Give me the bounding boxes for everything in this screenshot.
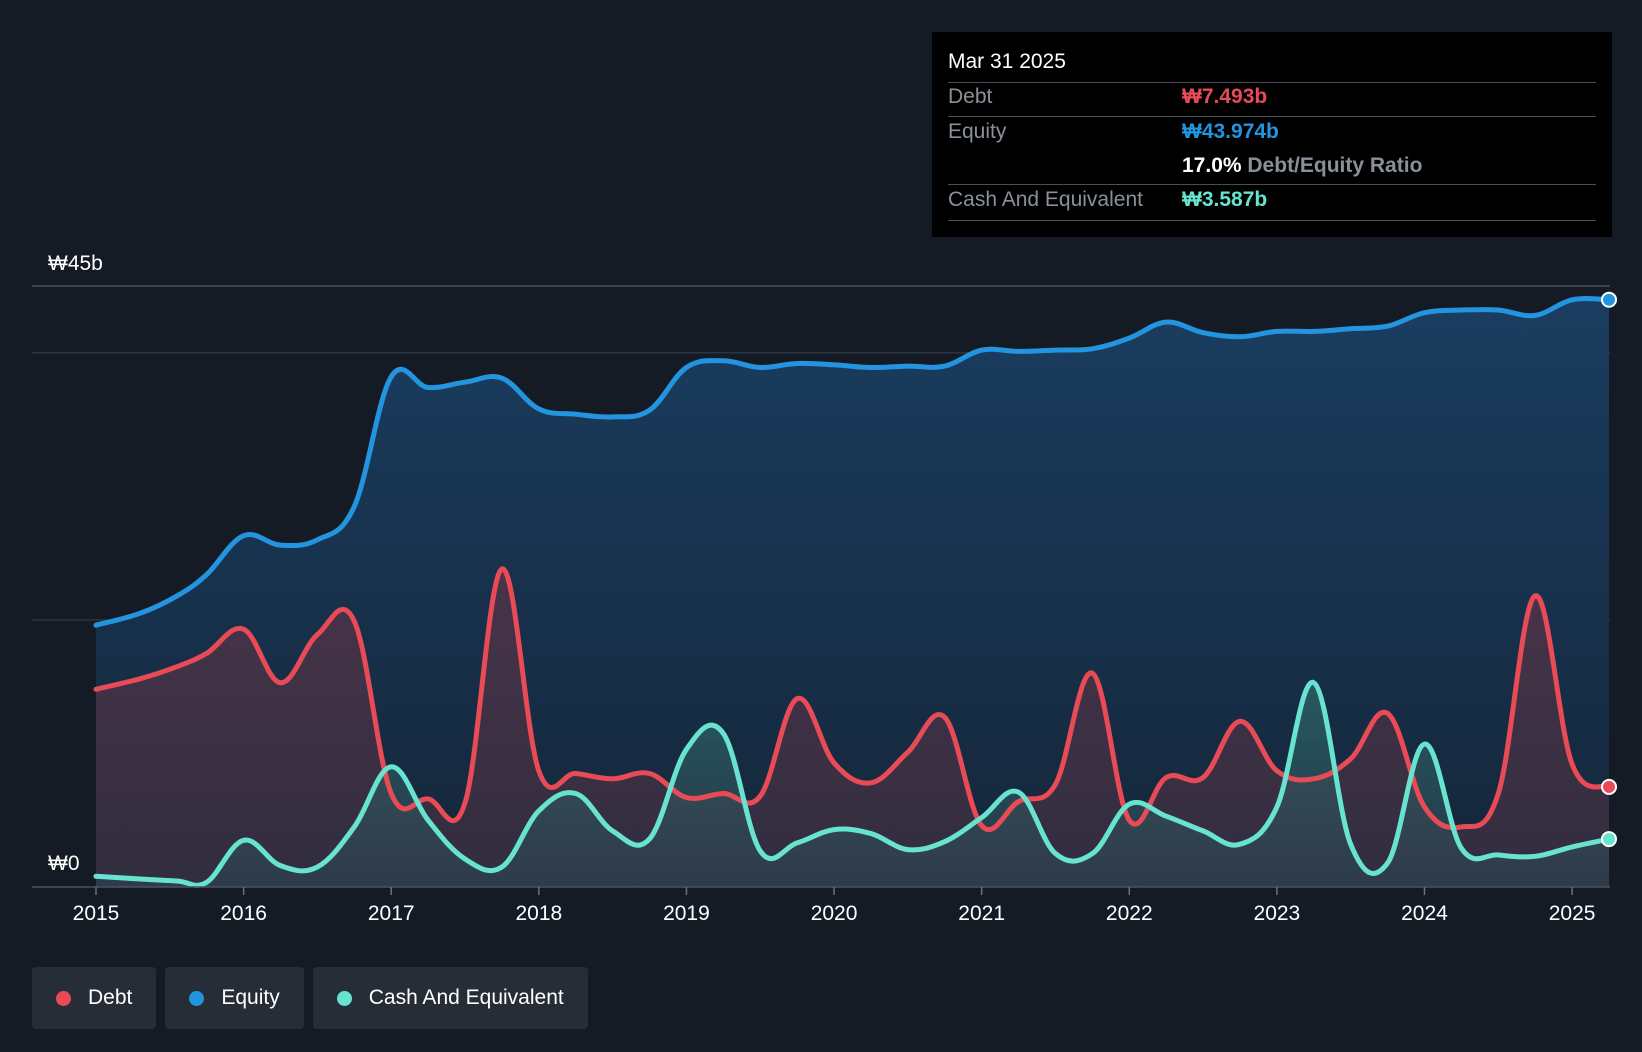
legend-dot-debt — [56, 990, 71, 1006]
legend-label-equity: Equity — [221, 986, 280, 1009]
tooltip-debt-label: Debt — [948, 85, 993, 108]
cash-area — [96, 682, 1609, 887]
chart-legend: Debt Equity Cash And Equivalent — [32, 967, 588, 1029]
x-tick-label: 2022 — [1106, 902, 1153, 925]
x-tick-label: 2025 — [1549, 902, 1596, 925]
tooltip-equity-value: ₩43.974b — [1182, 120, 1279, 143]
x-tick-label: 2015 — [73, 902, 120, 925]
y-label-bottom: ₩0 — [48, 852, 80, 875]
x-tick-label: 2019 — [663, 902, 710, 925]
equity-end-marker — [1601, 291, 1617, 308]
legend-item-cash[interactable]: Cash And Equivalent — [312, 967, 588, 1029]
equity-line — [93, 295, 1612, 628]
x-tick-label: 2016 — [220, 902, 267, 925]
x-tick-label: 2021 — [958, 902, 1005, 925]
tooltip-date: Mar 31 2025 — [948, 50, 1066, 73]
tooltip-divider — [948, 220, 1596, 221]
legend-item-equity[interactable]: Equity — [165, 967, 304, 1029]
legend-item-debt[interactable]: Debt — [32, 967, 157, 1029]
tooltip-cash-value: ₩3.587b — [1182, 188, 1268, 211]
tooltip-ratio-value: 17.0% — [1182, 154, 1242, 177]
x-tick-label: 2017 — [368, 902, 415, 925]
legend-label-debt: Debt — [88, 986, 133, 1009]
debt-area — [96, 568, 1609, 887]
tooltip-divider — [948, 184, 1596, 185]
tooltip-cash-label: Cash And Equivalent — [948, 188, 1143, 211]
x-tick-label: 2023 — [1254, 902, 1301, 925]
data-tooltip: Mar 31 2025 Debt ₩7.493b Equity ₩43.974b… — [932, 32, 1612, 237]
cash-line — [93, 680, 1612, 888]
x-tick-label: 2024 — [1401, 902, 1448, 925]
legend-dot-equity — [189, 990, 205, 1006]
tooltip-ratio: 17.0% Debt/Equity Ratio — [1182, 154, 1422, 178]
debt-end-marker — [1601, 778, 1617, 795]
legend-label-cash: Cash And Equivalent — [368, 986, 564, 1009]
tooltip-equity-label: Equity — [948, 120, 1007, 143]
tooltip-ratio-label: Debt/Equity Ratio — [1247, 154, 1423, 177]
cash-end-marker — [1601, 831, 1617, 848]
tooltip-divider — [948, 116, 1596, 117]
x-tick-label: 2018 — [515, 902, 562, 925]
legend-dot-cash — [336, 990, 352, 1006]
x-tick-label: 2020 — [811, 902, 858, 925]
tooltip-debt-value: ₩7.493b — [1182, 85, 1268, 108]
tooltip-divider — [948, 82, 1596, 83]
y-label-top: ₩45b — [48, 252, 103, 275]
debt-line — [93, 566, 1612, 832]
